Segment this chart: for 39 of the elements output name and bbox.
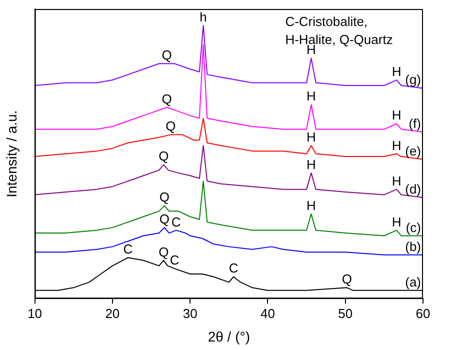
series-label: (f): [408, 116, 421, 131]
annotation: H: [392, 214, 402, 230]
annotation: H: [392, 138, 402, 153]
series-label: (a): [405, 274, 421, 290]
annotation: H: [392, 173, 402, 188]
annotation: C: [123, 242, 133, 257]
annotation: Q: [162, 91, 172, 106]
y-axis-title: Intensity / a.u.: [3, 110, 20, 198]
series-label: (g): [405, 72, 421, 88]
annotation: H: [306, 198, 316, 213]
series-label: (c): [406, 220, 421, 235]
series-label: (e): [405, 143, 421, 158]
annotation: H: [306, 156, 316, 172]
x-tick-label: 50: [338, 306, 353, 321]
annotation: H: [306, 88, 316, 104]
annotation: C: [228, 260, 238, 276]
annotation: Q: [166, 118, 176, 134]
x-tick-label: 30: [182, 306, 198, 321]
annotation: Q: [158, 148, 169, 164]
annotation: C: [171, 214, 181, 230]
annotation: Q: [162, 48, 172, 63]
annotation: H: [392, 64, 402, 80]
x-tick-label: 10: [28, 306, 42, 321]
annotation: C-Cristobalite,: [285, 14, 368, 29]
x-tick-label: 20: [105, 306, 120, 321]
annotation: Q: [159, 212, 170, 227]
annotation: Q: [342, 272, 352, 287]
series-label: (d): [405, 182, 421, 197]
annotation: Q: [159, 190, 170, 205]
annotation: H: [392, 108, 402, 123]
annotation: C: [170, 252, 180, 268]
x-tick-label: 60: [416, 306, 430, 321]
annotation: h: [200, 9, 207, 24]
annotation: H: [306, 130, 316, 145]
annotation: H-Halite, Q-Quartz: [285, 32, 393, 47]
x-tick-label: 40: [260, 306, 275, 321]
series-label: (b): [405, 238, 421, 254]
x-axis-title: 2θ / (°): [208, 328, 250, 344]
annotation: Q: [158, 244, 169, 260]
